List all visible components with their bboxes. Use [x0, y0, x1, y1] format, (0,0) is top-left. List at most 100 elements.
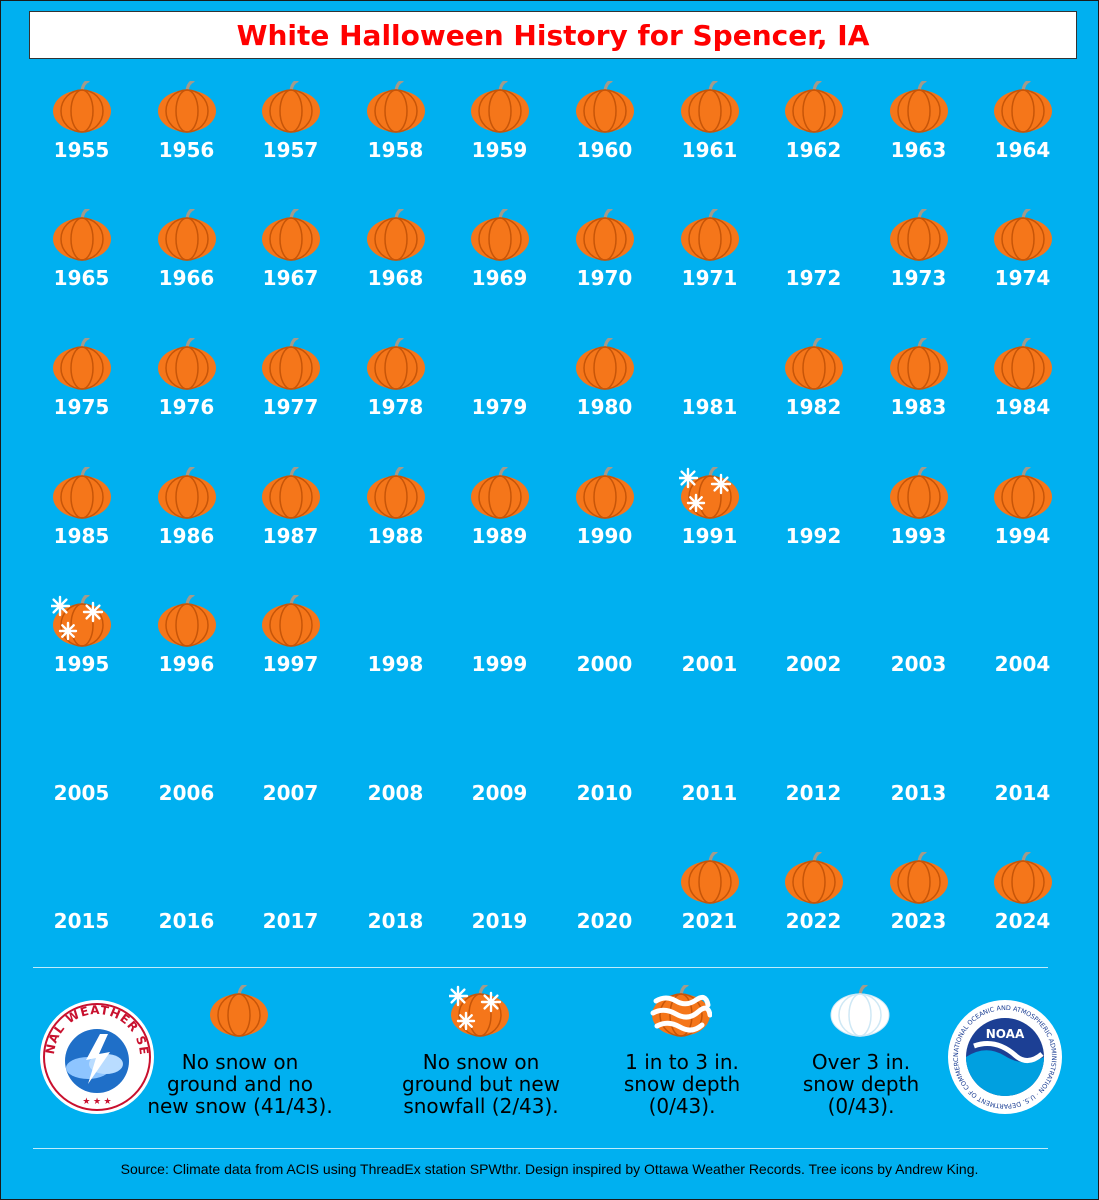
year-label: 2006 [158, 781, 215, 805]
pumpkin-icon [469, 465, 531, 519]
year-label: 1963 [890, 138, 947, 162]
year-label: 1995 [53, 652, 110, 676]
year-label: 2000 [576, 652, 633, 676]
year-cell: 2005 [29, 724, 134, 844]
year-label: 1974 [994, 266, 1051, 290]
year-label: 1985 [53, 524, 110, 548]
year-label: 1961 [681, 138, 738, 162]
year-cell: 1994 [970, 465, 1075, 587]
year-label: 2009 [471, 781, 528, 805]
year-label: 1958 [367, 138, 424, 162]
year-label: 1962 [785, 138, 842, 162]
noaa-logo-text: NOAA [986, 1027, 1025, 1041]
year-label: 2022 [785, 909, 842, 933]
year-label: 2013 [890, 781, 947, 805]
year-label: 1973 [890, 266, 947, 290]
year-cell: 2004 [970, 595, 1075, 715]
svg-text:★ ★ ★: ★ ★ ★ [82, 1096, 111, 1106]
year-label: 1998 [367, 652, 424, 676]
year-label: 1971 [681, 266, 738, 290]
year-cell: 1993 [866, 465, 971, 587]
year-cell: 2015 [29, 852, 134, 972]
year-cell: 1978 [343, 336, 448, 458]
year-label: 2008 [367, 781, 424, 805]
pumpkin-icon [992, 79, 1054, 133]
year-label: 2018 [367, 909, 424, 933]
year-label: 1978 [367, 395, 424, 419]
year-cell: 2012 [761, 724, 866, 844]
pumpkin-icon [992, 207, 1054, 261]
pumpkin-icon [260, 465, 322, 519]
year-cell: 2002 [761, 595, 866, 715]
legend-text: Over 3 in. snow depth (0/43). [802, 1050, 920, 1118]
year-cell: 1967 [238, 207, 343, 329]
page-title: White Halloween History for Spencer, IA [236, 18, 870, 52]
pumpkin-icon [208, 983, 270, 1037]
year-label: 1955 [53, 138, 110, 162]
year-cell: 1992 [761, 467, 866, 587]
legend-item: Over 3 in. snow depth (0/43). [761, 983, 961, 1125]
pumpkin-icon [888, 336, 950, 390]
year-label: 2003 [890, 652, 947, 676]
year-label: 2024 [994, 909, 1051, 933]
year-cell: 1961 [657, 79, 762, 201]
year-label: 1977 [262, 395, 319, 419]
year-label: 2014 [994, 781, 1051, 805]
year-label: 2001 [681, 652, 738, 676]
year-cell: 1989 [447, 465, 552, 587]
year-cell: 1998 [343, 595, 448, 715]
year-cell: 1968 [343, 207, 448, 329]
year-label: 2007 [262, 781, 319, 805]
pumpkin-icon [469, 79, 531, 133]
year-label: 1992 [785, 524, 842, 548]
year-label: 1988 [367, 524, 424, 548]
year-label: 1979 [471, 395, 528, 419]
year-label: 1982 [785, 395, 842, 419]
year-cell: 2020 [552, 852, 657, 972]
pumpkin-icon [365, 465, 427, 519]
title-box: White Halloween History for Spencer, IA [29, 11, 1077, 59]
year-cell: 1997 [238, 593, 343, 715]
year-cell: 1977 [238, 336, 343, 458]
legend-item: No snow on ground but new snowfall (2/43… [381, 983, 581, 1125]
year-cell: 1991 [657, 465, 762, 587]
year-label: 2011 [681, 781, 738, 805]
year-cell: 1956 [134, 79, 239, 201]
year-label: 1967 [262, 266, 319, 290]
pumpkin-icon [679, 850, 741, 904]
pumpkin-icon [783, 79, 845, 133]
year-label: 2002 [785, 652, 842, 676]
year-label: 1989 [471, 524, 528, 548]
pumpkin-icon [365, 207, 427, 261]
pumpkin-icon [888, 850, 950, 904]
year-cell: 2009 [447, 724, 552, 844]
noaa-logo: NATIONAL OCEANIC AND ATMOSPHERIC ADMINIS… [944, 992, 1064, 1116]
year-cell: 1969 [447, 207, 552, 329]
year-cell: 1959 [447, 79, 552, 201]
year-label: 2017 [262, 909, 319, 933]
year-label: 1959 [471, 138, 528, 162]
pumpkin-icon [888, 79, 950, 133]
pumpkin-icon [260, 336, 322, 390]
pumpkin-icon [783, 336, 845, 390]
pumpkin-icon [365, 79, 427, 133]
pumpkin-icon [574, 207, 636, 261]
year-cell: 2024 [970, 850, 1075, 972]
year-cell: 2013 [866, 724, 971, 844]
year-label: 1990 [576, 524, 633, 548]
year-cell: 1973 [866, 207, 971, 329]
pumpkin-icon [469, 207, 531, 261]
year-label: 1960 [576, 138, 633, 162]
nws-logo: NATIONAL WEATHER SERVICE ★ ★ ★ [32, 987, 156, 1116]
pumpkin-icon [992, 850, 1054, 904]
year-cell: 1972 [761, 209, 866, 329]
year-label: 1994 [994, 524, 1051, 548]
pumpkin-icon [156, 336, 218, 390]
year-label: 2021 [681, 909, 738, 933]
year-label: 1957 [262, 138, 319, 162]
year-cell: 2022 [761, 850, 866, 972]
pumpkin-icon [156, 207, 218, 261]
year-cell: 1971 [657, 207, 762, 329]
year-label: 1972 [785, 266, 842, 290]
